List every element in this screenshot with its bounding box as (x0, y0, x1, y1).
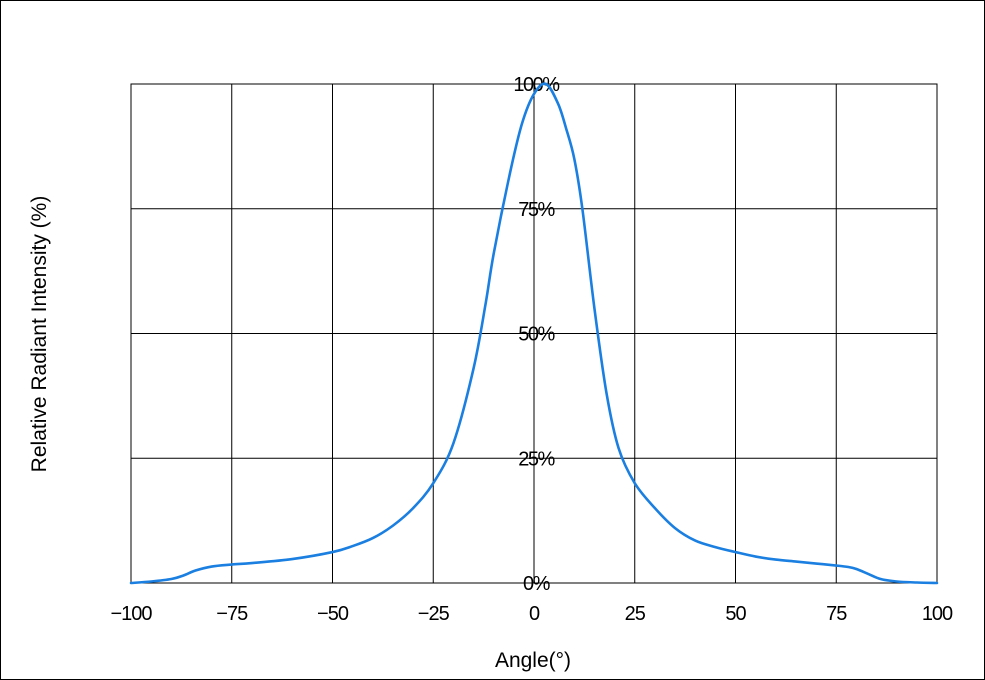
x-tick-label: 0 (529, 603, 540, 625)
x-axis-label: Angle(°) (495, 649, 571, 672)
y-tick-label: 50% (518, 324, 555, 346)
x-tick-label: −50 (317, 603, 349, 625)
y-tick-label: 25% (518, 448, 555, 470)
x-tick-label: 50 (725, 603, 746, 625)
x-tick-labels: −100 −75 −50 −25 0 25 50 75 100 (110, 603, 954, 625)
y-tick-labels: 0% 25% 50% 75% 100% (513, 74, 561, 595)
x-tick-label: −100 (110, 603, 152, 625)
x-tick-label: −75 (216, 603, 248, 625)
plot-area (130, 83, 938, 584)
x-tick-label: 75 (826, 603, 847, 625)
y-tick-label: 0% (523, 573, 551, 595)
y-tick-label: 100% (513, 74, 560, 96)
y-axis-label: Relative Radiant Intensity (%) (28, 196, 51, 473)
x-tick-label: −25 (418, 603, 450, 625)
x-tick-label: 100 (922, 603, 953, 625)
plot-border (130, 83, 938, 584)
series-group (129, 82, 939, 585)
x-tick-label: 25 (625, 603, 646, 625)
y-tick-label: 75% (518, 199, 555, 221)
series-line-0 (129, 82, 939, 585)
